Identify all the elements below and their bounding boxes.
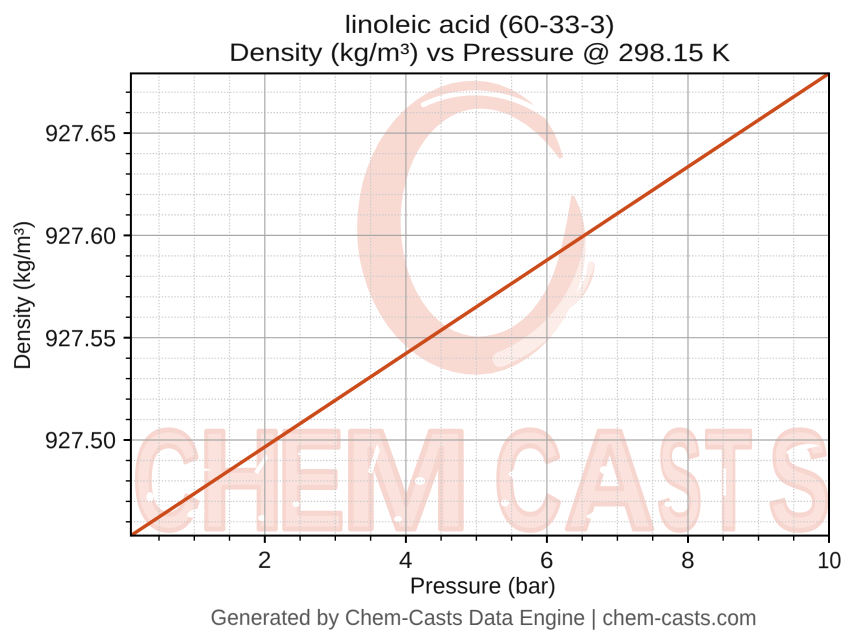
svg-text:927.55: 927.55 (45, 325, 116, 351)
svg-text:4: 4 (399, 547, 413, 573)
svg-text:Density (kg/m³) vs Pressure @: Density (kg/m³) vs Pressure @ 298.15 K (229, 39, 730, 67)
svg-text:927.60: 927.60 (45, 223, 116, 249)
svg-text:8: 8 (681, 547, 695, 573)
svg-text:6: 6 (540, 547, 554, 573)
svg-text:927.65: 927.65 (45, 120, 116, 146)
svg-text:927.50: 927.50 (45, 427, 116, 453)
svg-text:Density (kg/m³): Density (kg/m³) (9, 221, 35, 370)
svg-text:2: 2 (258, 547, 272, 573)
svg-text:linoleic acid (60-33-3): linoleic acid (60-33-3) (345, 11, 615, 39)
svg-text:10: 10 (817, 547, 841, 573)
svg-text:Generated by Chem-Casts Data E: Generated by Chem-Casts Data Engine | ch… (211, 605, 757, 630)
svg-text:Pressure (bar): Pressure (bar) (410, 572, 556, 598)
